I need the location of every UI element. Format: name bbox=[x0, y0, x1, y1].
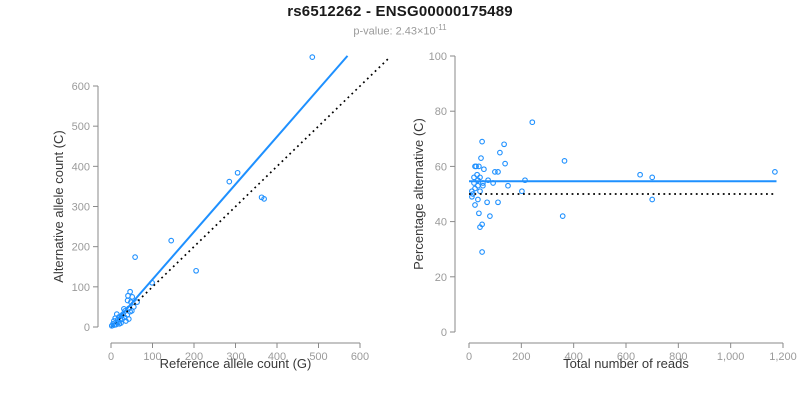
data-point bbox=[129, 294, 136, 300]
x-axis-title: Reference allele count (G) bbox=[160, 356, 312, 371]
y-tick-label: 100 bbox=[429, 51, 447, 63]
data-point bbox=[479, 249, 485, 255]
scatter-plot-right: 0 200 400 600 800 1,000 1,200 0 20 40 60 80 100 Total… bbox=[411, 51, 797, 371]
data-point bbox=[481, 166, 487, 173]
scatter-plot-left: 0 100 200 300 400 500 600 0 100 200 300 400 500 600 Re… bbox=[51, 54, 390, 371]
data-point bbox=[485, 177, 491, 184]
x-tick-label: 0 bbox=[466, 351, 472, 363]
data-point bbox=[309, 54, 316, 60]
y-tick-label: 60 bbox=[435, 161, 447, 173]
y-axis-title: Alternative allele count (C) bbox=[51, 130, 66, 282]
data-point bbox=[484, 199, 490, 206]
data-point bbox=[501, 141, 507, 148]
data-point bbox=[492, 169, 498, 175]
data-point bbox=[127, 288, 133, 295]
data-point bbox=[132, 254, 138, 260]
data-point bbox=[519, 188, 525, 195]
x-tick-label: 400 bbox=[564, 351, 582, 363]
data-point bbox=[495, 169, 501, 175]
data-point bbox=[130, 304, 137, 310]
figure-title: rs6512262 - ENSG00000175489 bbox=[287, 3, 513, 20]
x-tick-label: 500 bbox=[309, 351, 327, 363]
x-tick-label: 400 bbox=[268, 351, 286, 363]
figure-subtitle: p-value: 2.43×10-11 bbox=[0, 23, 800, 38]
data-point bbox=[193, 267, 199, 274]
x-tick-label: 200 bbox=[185, 351, 203, 363]
data-point bbox=[168, 237, 175, 244]
x-tick-label: 0 bbox=[108, 351, 114, 363]
y-tick-label: 400 bbox=[72, 161, 90, 173]
x-axis-title: Total number of reads bbox=[563, 356, 689, 371]
x-tick-label: 1,000 bbox=[717, 351, 745, 363]
x-tick-label: 100 bbox=[143, 351, 161, 363]
data-point bbox=[261, 196, 267, 202]
data-point bbox=[479, 221, 485, 228]
data-point bbox=[561, 158, 568, 164]
data-point bbox=[475, 196, 481, 203]
y-tick-label: 200 bbox=[72, 242, 90, 254]
data-point bbox=[637, 171, 643, 178]
data-point bbox=[502, 160, 508, 167]
chart-area: 0 100 200 300 400 500 600 0 100 200 300 400 500 600 Re… bbox=[0, 45, 800, 400]
data-point bbox=[487, 213, 493, 219]
data-point bbox=[477, 188, 483, 195]
identity-line bbox=[110, 57, 390, 328]
data-point bbox=[473, 163, 479, 170]
data-point bbox=[477, 174, 483, 181]
data-point bbox=[476, 163, 482, 170]
data-point bbox=[474, 171, 480, 178]
data-point bbox=[559, 213, 566, 219]
data-point bbox=[495, 199, 501, 206]
data-point bbox=[478, 155, 484, 161]
data-point bbox=[472, 185, 478, 192]
y-tick-label: 20 bbox=[435, 272, 447, 284]
x-tick-label: 300 bbox=[226, 351, 244, 363]
data-point bbox=[125, 316, 132, 322]
x-tick-label: 800 bbox=[669, 351, 687, 363]
x-tick-label: 200 bbox=[512, 351, 530, 363]
data-point bbox=[472, 202, 478, 208]
x-tick-label: 600 bbox=[351, 351, 369, 363]
x-tick-label: 600 bbox=[617, 351, 635, 363]
data-point bbox=[476, 210, 482, 217]
data-point bbox=[475, 182, 481, 189]
data-point bbox=[649, 196, 656, 203]
y-tick-label: 300 bbox=[72, 202, 90, 214]
pvalue-text: p-value: 2.43×10 bbox=[353, 25, 436, 38]
data-point bbox=[772, 169, 778, 175]
data-point bbox=[226, 178, 233, 185]
x-tick-label: 1,200 bbox=[769, 351, 797, 363]
data-point bbox=[649, 174, 656, 181]
figure-header: rs6512262 - ENSG00000175489 p-value: 2.4… bbox=[0, 3, 800, 38]
pvalue-exponent: -11 bbox=[435, 23, 447, 32]
y-tick-label: 80 bbox=[435, 106, 447, 118]
data-point bbox=[469, 193, 475, 200]
data-point bbox=[522, 177, 528, 184]
y-tick-label: 500 bbox=[72, 121, 90, 133]
y-tick-label: 40 bbox=[435, 217, 447, 229]
data-point bbox=[497, 149, 503, 156]
data-point bbox=[479, 138, 485, 145]
data-point bbox=[134, 299, 140, 305]
y-axis-title: Percentage alternative (C) bbox=[411, 118, 426, 270]
data-point bbox=[505, 182, 511, 189]
y-tick-label: 0 bbox=[441, 327, 447, 339]
data-point bbox=[529, 119, 536, 126]
y-tick-label: 600 bbox=[72, 81, 90, 93]
regression-line bbox=[110, 55, 349, 328]
data-point bbox=[234, 169, 241, 176]
y-tick-label: 0 bbox=[84, 322, 90, 334]
data-point bbox=[480, 182, 486, 189]
y-tick-label: 100 bbox=[72, 282, 90, 294]
